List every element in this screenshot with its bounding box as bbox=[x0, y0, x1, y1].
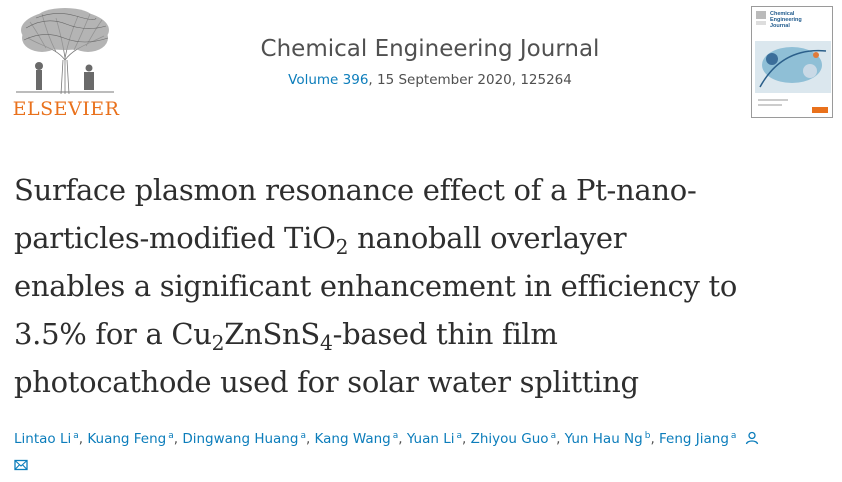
volume-link[interactable]: Volume 396 bbox=[288, 72, 369, 88]
title-line-3: enables a significant enhancement in eff… bbox=[14, 269, 737, 303]
person-icon[interactable] bbox=[745, 431, 759, 445]
mail-icon[interactable] bbox=[14, 458, 28, 472]
title-line-5: photocathode used for solar water splitt… bbox=[14, 365, 639, 399]
elsevier-wordmark: ELSEVIER bbox=[12, 98, 120, 120]
issue-date: , 15 September 2020, 125264 bbox=[368, 72, 572, 88]
author-link[interactable]: Kuang Feng a bbox=[87, 431, 174, 447]
journal-title[interactable]: Chemical Engineering Journal bbox=[260, 36, 600, 62]
title-line-2: particles-modified TiO2 nanoball overlay… bbox=[14, 221, 627, 260]
author-link[interactable]: Yuan Li a bbox=[406, 431, 463, 447]
cover-title: Chemical Engineering Journal bbox=[770, 11, 802, 29]
title-line-4: 3.5% for a Cu2ZnSnS4-based thin film bbox=[14, 317, 558, 356]
author-link[interactable]: Dingwang Huang a bbox=[182, 431, 306, 447]
author-link[interactable]: Kang Wang a bbox=[314, 431, 399, 447]
author-link[interactable]: Lintao Li a bbox=[14, 431, 79, 447]
title-line-1: Surface plasmon resonance effect of a Pt… bbox=[14, 173, 697, 207]
elsevier-logo[interactable]: ELSEVIER bbox=[10, 8, 120, 120]
article-title: Surface plasmon resonance effect of a Pt… bbox=[14, 166, 834, 406]
journal-header: Chemical Engineering Journal Volume 396,… bbox=[215, 34, 645, 88]
author-link[interactable]: Feng Jiang a bbox=[659, 431, 737, 447]
journal-cover[interactable]: Chemical Engineering Journal bbox=[751, 6, 833, 118]
elsevier-tree-icon bbox=[16, 8, 114, 94]
author-link[interactable]: Zhiyou Guo a bbox=[470, 431, 557, 447]
author-link[interactable]: Yun Hau Ng b bbox=[564, 431, 651, 447]
issue-info: Volume 396, 15 September 2020, 125264 bbox=[215, 72, 645, 88]
cover-art-icon bbox=[755, 11, 831, 115]
author-list: Lintao Li a, Kuang Feng a, Dingwang Huang a… bbox=[14, 430, 834, 448]
